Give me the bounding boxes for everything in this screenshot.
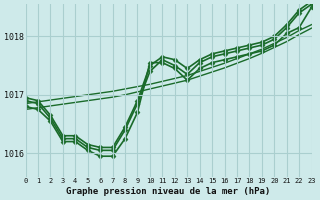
X-axis label: Graphe pression niveau de la mer (hPa): Graphe pression niveau de la mer (hPa)	[67, 187, 271, 196]
